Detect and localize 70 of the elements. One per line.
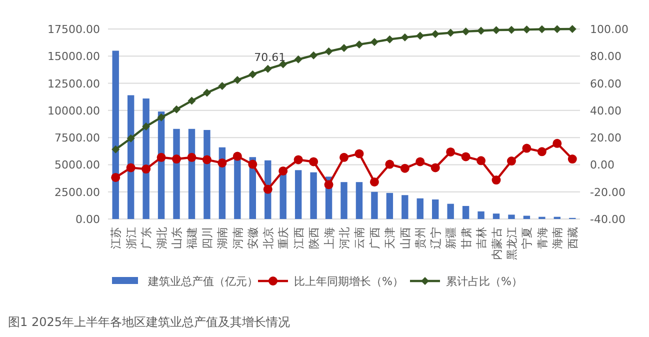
legend-label: 比上年同期增长（%） [294,275,404,288]
x-tick-label: 宁夏 [520,227,534,249]
bar [294,170,302,219]
y-tick-label: 2500.00 [54,186,100,199]
y2-tick-label: 0.00 [590,158,614,172]
bar [356,182,363,219]
y-tick-label: 0.00 [76,213,100,226]
y-tick-label: 7500.00 [54,132,100,145]
bar [371,192,378,219]
x-tick-label: 安徽 [246,227,260,249]
x-tick-label: 福建 [186,227,199,249]
bar [492,214,500,219]
x-tick-label: 山东 [170,227,184,249]
x-tick-label: 山西 [398,227,412,249]
bar [508,214,515,219]
x-tick-label: 广东 [140,227,154,249]
legend-label: 累计占比（%） [446,275,522,288]
x-tick-label: 湖北 [155,227,168,249]
x-tick-label: 天津 [384,227,397,249]
bar [432,199,439,219]
y2-tick-label: 80.00 [590,50,622,64]
y2-tick-label: -20.00 [590,186,626,199]
x-tick-label: 青海 [536,227,549,249]
bar [204,130,210,219]
y-tick-label: 15000.00 [48,50,100,64]
x-tick-label: 重庆 [277,227,290,249]
data-label: 70.61 [254,50,286,64]
x-tick-label: 湖南 [216,227,230,249]
x-tick-label: 北京 [262,227,275,249]
x-tick-label: 吉林 [475,227,488,249]
x-tick-label: 内蒙古 [490,227,504,260]
y-tick-label: 17500.00 [48,23,100,36]
x-tick-label: 黑龙江 [505,227,518,260]
bar [173,128,180,219]
text: 图1 2025年上半年各地区建筑业总产值及其增长情况 [8,315,290,329]
bar [386,192,394,219]
x-tick-label: 江苏 [110,227,123,249]
y-tick-label: 12500.00 [48,77,100,90]
bar [416,198,424,219]
x-tick-label: 西藏 [566,227,580,249]
x-tick-label: 辽宁 [429,227,442,249]
x-tick-label: 陕西 [308,227,321,249]
y2-tick-label: -40.00 [590,213,626,226]
bar [112,50,119,219]
x-tick-label: 上海 [322,227,336,249]
bar [478,211,484,219]
x-tick-label: 四川 [200,227,214,249]
y2-tick-label: 20.00 [590,132,622,145]
bar [340,182,348,219]
x-tick-label: 云南 [353,227,366,249]
y2-tick-label: 60.00 [590,77,622,90]
x-tick-label: 新疆 [444,227,458,249]
legend-label: 建筑业总产值（亿元） [147,275,258,288]
bar [523,216,530,219]
x-tick-label: 江西 [292,227,306,249]
x-tick-label: 河北 [338,227,351,249]
bar [310,172,317,219]
y2-tick-label: 40.00 [590,104,622,118]
x-tick-label: 海南 [551,227,564,249]
x-tick-label: 广西 [368,227,382,249]
bar [447,204,454,219]
bar [402,195,408,219]
x-tick-label: 浙江 [124,227,138,249]
y2-tick-label: 100.00 [590,23,628,36]
x-tick-label: 河南 [231,227,244,249]
x-tick-label: 甘肃 [460,227,473,249]
y-tick-label: 10000.00 [48,104,100,118]
bar [462,206,470,219]
x-tick-label: 贵州 [414,227,428,249]
y-tick-label: 5000.00 [54,158,100,172]
